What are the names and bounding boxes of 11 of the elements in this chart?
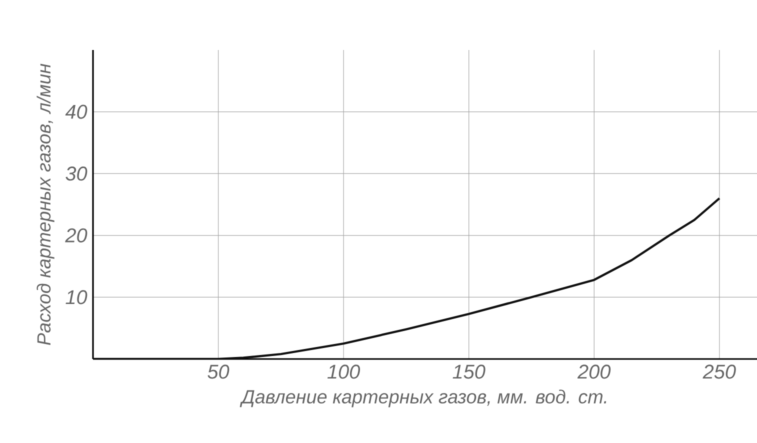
y-tick-label: 40	[65, 104, 88, 119]
y-tick-label: 20	[65, 228, 88, 242]
x-axis-title: Давление картерных газов, мм. вод. ст.	[240, 390, 606, 408]
x-tick-label: 50	[208, 364, 230, 379]
x-tick-label: 100	[327, 364, 360, 379]
x-tick-label: 150	[452, 364, 486, 379]
y-tick-label: 10	[66, 290, 88, 304]
x-tick-label: 200	[577, 364, 611, 379]
y-tick-label: 30	[66, 166, 88, 181]
x-tick-label: 250	[702, 364, 736, 379]
y-axis-title: Расход картерных газов, л/мин	[36, 64, 54, 346]
